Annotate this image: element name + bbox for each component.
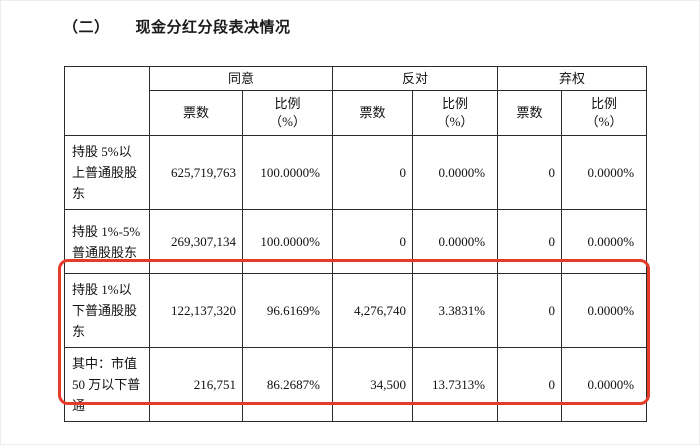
agree-ratio-cell: 100.0000% [241,209,334,274]
agree-ratio-header: 比例 （%） [241,90,334,136]
oppose-ratio-cell: 0.0000% [412,135,499,210]
agree-votes-header: 票数 [149,90,243,136]
abstain-ratio-cell: 0.0000% [561,209,648,274]
abstain-votes-header: 票数 [497,90,563,136]
row-label: 持股 1%-5% 普通股股东 [64,209,150,274]
section-title: 现金分红分段表决情况 [135,20,291,36]
row-above-5pct-holders: 持股 5%以上普通股股东 625,719,763 100.0000% 0 0.0… [64,135,648,210]
group-header-abstain: 弃权 [497,66,648,91]
abstain-votes-cell: 0 [497,347,563,422]
vote-results-table: 同意 反对 弃权 票数 比例 （%） 票数 比例 （%） 票数 比例 （%） 持股 5… [64,66,648,422]
agree-ratio-cell: 100.0000% [241,135,334,210]
abstain-votes-cell: 0 [497,135,563,210]
sub-header-row: 票数 比例 （%） 票数 比例 （%） 票数 比例 （%） [65,90,648,136]
agree-ratio-cell: 96.6169% [241,273,334,348]
oppose-ratio-cell: 13.7313% [412,347,499,422]
oppose-ratio-cell: 3.3831% [412,273,499,348]
agree-votes-cell: 625,719,763 [149,135,243,210]
abstain-ratio-header: 比例 （%） [561,90,648,136]
group-header-row: 同意 反对 弃权 [64,66,648,136]
ratio-label-line1: 比例 [442,96,469,111]
oppose-votes-cell: 4,276,740 [332,273,414,348]
oppose-ratio-cell: 0.0000% [412,209,499,274]
section-heading: （二） 现金分红分段表决情况 [63,16,291,37]
abstain-votes-cell: 0 [497,273,563,348]
row-label: 持股 5%以上普通股股东 [64,135,150,210]
abstain-ratio-cell: 0.0000% [561,135,648,210]
row-label: 其中：市值 50 万以下普通 [64,347,150,422]
section-number: （二） [63,20,110,36]
ratio-label-line2: （%） [269,114,306,129]
row-below-500k-market-value: 其中：市值 50 万以下普通 216,751 86.2687% 34,500 1… [64,347,648,422]
row-below-1pct-holders: 持股 1%以下普通股股东 122,137,320 96.6169% 4,276,… [64,273,648,348]
abstain-votes-cell: 0 [497,209,563,274]
agree-votes-cell: 122,137,320 [149,273,243,348]
abstain-ratio-cell: 0.0000% [561,273,648,348]
row-1-to-5pct-holders: 持股 1%-5% 普通股股东 269,307,134 100.0000% 0 0… [64,209,648,274]
group-header-oppose: 反对 [332,66,499,91]
oppose-votes-cell: 34,500 [332,347,414,422]
oppose-votes-cell: 0 [332,209,414,274]
row-label: 持股 1%以下普通股股东 [64,273,150,348]
oppose-votes-header: 票数 [332,90,414,136]
ratio-label-line2: （%） [585,114,623,129]
ratio-label-line1: 比例 [591,96,618,111]
agree-votes-cell: 216,751 [149,347,243,422]
group-header-agree: 同意 [148,66,334,91]
oppose-votes-cell: 0 [332,135,414,210]
agree-votes-cell: 269,307,134 [149,209,243,274]
corner-cell [64,66,150,136]
abstain-ratio-cell: 0.0000% [561,347,648,422]
ratio-label-line1: 比例 [274,96,301,111]
oppose-ratio-header: 比例 （%） [412,90,499,136]
agree-ratio-cell: 86.2687% [241,347,334,422]
ratio-label-line2: （%） [436,114,474,129]
